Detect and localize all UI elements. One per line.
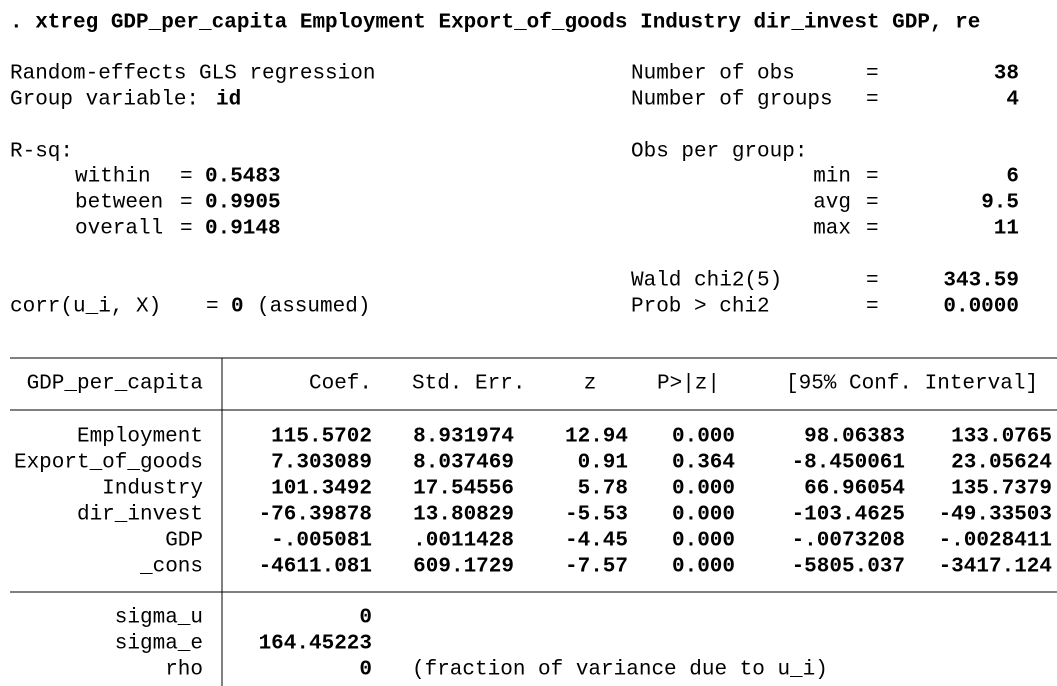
obs-name: min <box>813 166 851 189</box>
rsq-value: 0.5483 <box>205 166 281 189</box>
cell: -8.450061 <box>792 452 905 475</box>
obs-value: 11 <box>994 218 1019 241</box>
obs-label: Obs per group: <box>631 141 807 164</box>
cell: 12.94 <box>565 426 628 449</box>
extra-note: (fraction of variance due to u_i) <box>412 659 828 682</box>
column-header: GDP_per_capita <box>27 373 203 396</box>
equals: = <box>180 218 193 241</box>
equals: = <box>866 218 879 241</box>
obs-value: 6 <box>1006 166 1019 189</box>
extra-label: rho <box>165 659 203 682</box>
extra-label: sigma_e <box>115 633 203 656</box>
obs-value: 9.5 <box>981 192 1019 215</box>
rsq-value: 0.9905 <box>205 192 281 215</box>
equals: = <box>866 63 879 86</box>
column-header: [95% Conf. Interval] <box>786 373 1038 396</box>
cell: 609.1729 <box>413 556 514 579</box>
cell: 13.80829 <box>413 504 514 527</box>
cell: -5.53 <box>565 504 628 527</box>
command: . xtreg GDP_per_capita Employment Export… <box>10 12 980 35</box>
cell: -103.4625 <box>792 504 905 527</box>
stat-label: Number of obs <box>631 63 795 86</box>
rsq-name: between <box>75 192 163 215</box>
cell: -.0028411 <box>939 530 1052 553</box>
row-label: Industry <box>102 478 203 501</box>
cell: 0.000 <box>672 478 735 501</box>
extra-value: 0 <box>359 607 372 630</box>
cell: 66.96054 <box>804 478 905 501</box>
cell: -4.45 <box>565 530 628 553</box>
extra-label: sigma_u <box>115 607 203 630</box>
cell: 0.91 <box>578 452 628 475</box>
equals: = <box>866 192 879 215</box>
rsq-value: 0.9148 <box>205 218 281 241</box>
cell: 8.037469 <box>413 452 514 475</box>
column-header: Std. Err. <box>412 373 525 396</box>
group-value: id <box>216 89 241 112</box>
group-label: Group variable: <box>10 89 199 112</box>
test-value: 343.59 <box>943 270 1019 293</box>
stat-label: Number of groups <box>631 89 833 112</box>
cell: 0.000 <box>672 426 735 449</box>
test-value: 0.0000 <box>943 296 1019 319</box>
cell: 5.78 <box>578 478 628 501</box>
corr-label: corr(u_i, X) <box>10 296 161 319</box>
cell: 115.5702 <box>271 426 372 449</box>
cell: 135.7379 <box>951 478 1052 501</box>
corr-value: 0 <box>231 296 244 319</box>
cell: 98.06383 <box>804 426 905 449</box>
cell: -.0073208 <box>792 530 905 553</box>
cell: .0011428 <box>413 530 514 553</box>
cell: 8.931974 <box>413 426 514 449</box>
extra-value: 164.45223 <box>259 633 372 656</box>
row-label: _cons <box>139 556 203 579</box>
equals: = <box>866 89 879 112</box>
rsq-name: overall <box>75 218 163 241</box>
test-label: Prob > chi2 <box>631 296 770 319</box>
test-label: Wald chi2(5) <box>631 270 782 293</box>
extra-value: 0 <box>359 659 372 682</box>
equals: = <box>180 192 193 215</box>
row-label: dir_invest <box>77 504 203 527</box>
column-header: z <box>584 373 597 396</box>
equals: = <box>866 166 879 189</box>
corr-note: (assumed) <box>257 296 370 319</box>
obs-name: avg <box>813 192 851 215</box>
cell: 0.000 <box>672 504 735 527</box>
cell: -3417.124 <box>939 556 1052 579</box>
cell: -76.39878 <box>259 504 372 527</box>
cell: 23.05624 <box>951 452 1052 475</box>
cell: 0.364 <box>672 452 735 475</box>
cell: 133.0765 <box>951 426 1052 449</box>
cell: -49.33503 <box>939 504 1052 527</box>
cell: 101.3492 <box>271 478 372 501</box>
column-header: Coef. <box>309 373 372 396</box>
equals: = <box>866 270 879 293</box>
row-label: Export_of_goods <box>14 452 203 475</box>
obs-name: max <box>813 218 851 241</box>
row-label: GDP <box>165 530 203 553</box>
equals: = <box>180 166 193 189</box>
equals: = <box>866 296 879 319</box>
cell: -5805.037 <box>792 556 905 579</box>
cell: 7.303089 <box>271 452 372 475</box>
cell: -4611.081 <box>259 556 372 579</box>
title: Random-effects GLS regression <box>10 63 375 86</box>
cell: 17.54556 <box>413 478 514 501</box>
column-header: P>|z| <box>657 373 720 396</box>
stat-value: 4 <box>1006 89 1019 112</box>
rsq-label: R-sq: <box>10 141 73 164</box>
cell: 0.000 <box>672 530 735 553</box>
equals: = <box>206 296 219 319</box>
rsq-name: within <box>75 166 151 189</box>
row-label: Employment <box>77 426 203 449</box>
cell: 0.000 <box>672 556 735 579</box>
cell: -7.57 <box>565 556 628 579</box>
cell: -.005081 <box>271 530 372 553</box>
stat-value: 38 <box>994 63 1019 86</box>
